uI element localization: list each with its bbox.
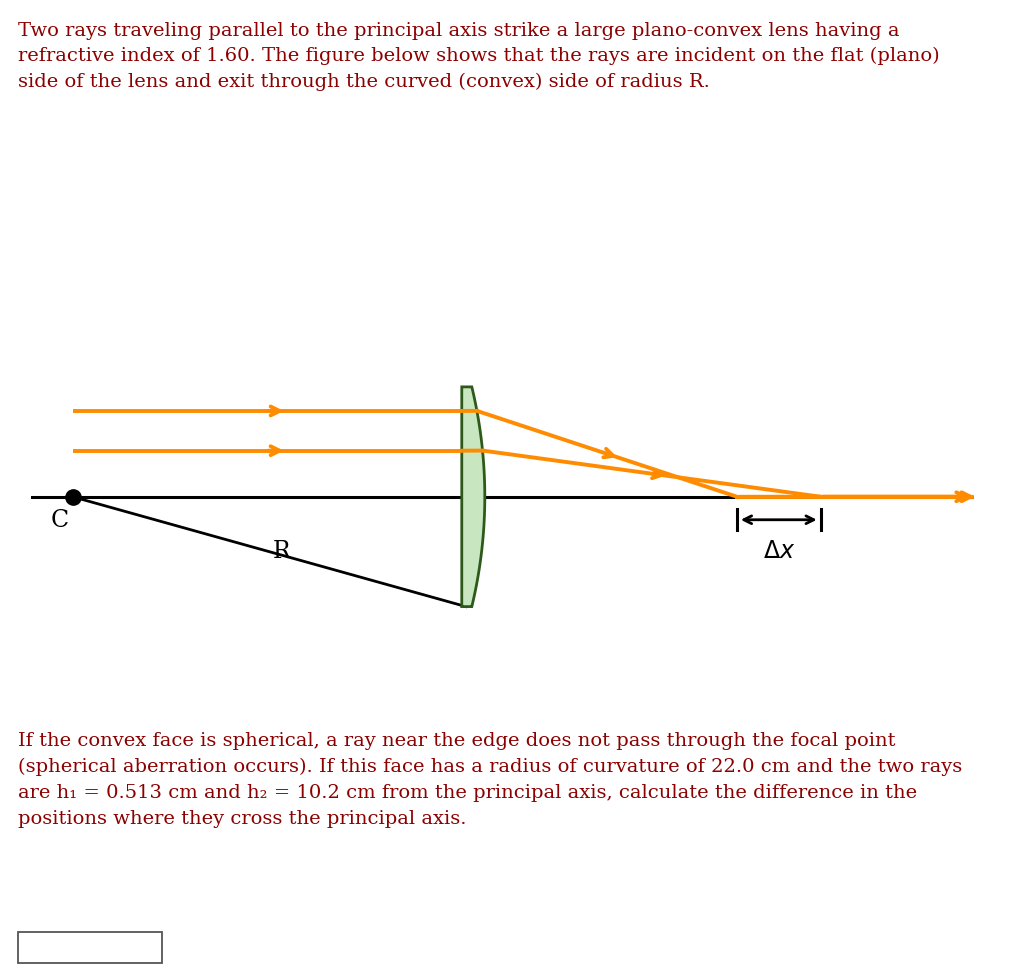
Polygon shape	[462, 387, 484, 607]
Text: If the convex face is spherical, a ray near the edge does not pass through the f: If the convex face is spherical, a ray n…	[18, 732, 963, 828]
Text: C: C	[51, 509, 69, 533]
Text: R: R	[273, 540, 291, 563]
Text: Two rays traveling parallel to the principal axis strike a large plano-convex le: Two rays traveling parallel to the princ…	[18, 21, 940, 91]
Text: $\Delta x$: $\Delta x$	[763, 539, 795, 563]
FancyBboxPatch shape	[18, 932, 162, 963]
